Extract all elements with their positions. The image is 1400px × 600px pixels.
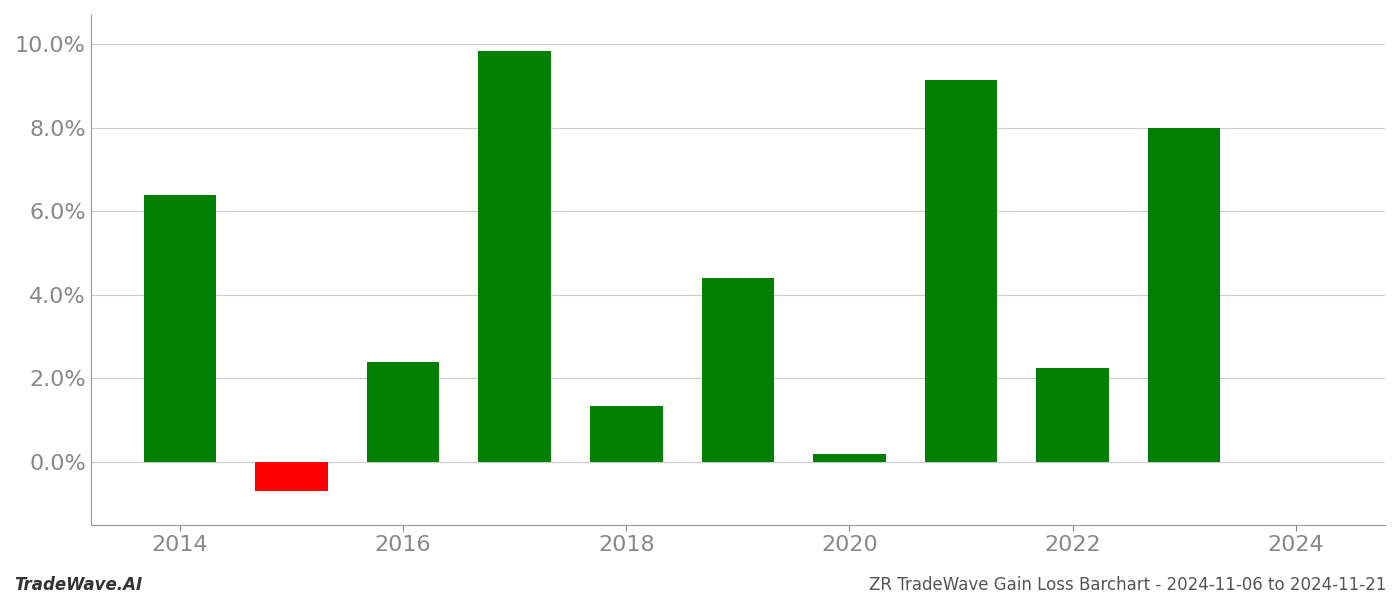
Text: TradeWave.AI: TradeWave.AI: [14, 576, 143, 594]
Bar: [479, 50, 552, 462]
Text: ZR TradeWave Gain Loss Barchart - 2024-11-06 to 2024-11-21: ZR TradeWave Gain Loss Barchart - 2024-1…: [868, 576, 1386, 594]
Bar: [589, 406, 662, 462]
Bar: [1036, 368, 1109, 462]
Bar: [701, 278, 774, 462]
Bar: [925, 80, 997, 462]
Bar: [813, 454, 886, 462]
Bar: [144, 194, 216, 462]
Bar: [367, 362, 440, 462]
Bar: [255, 462, 328, 491]
Bar: [1148, 128, 1221, 462]
